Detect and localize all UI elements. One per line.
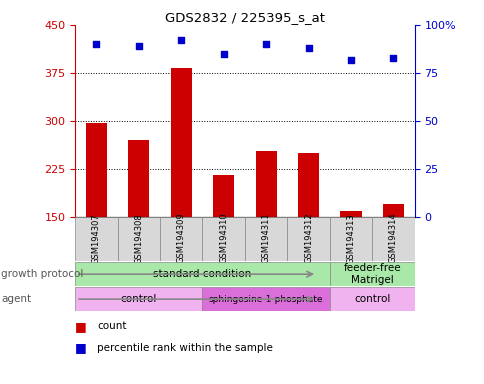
Bar bbox=[372, 217, 414, 261]
Point bbox=[177, 37, 185, 43]
Point bbox=[304, 45, 312, 51]
Bar bbox=[202, 217, 244, 261]
Text: ■: ■ bbox=[75, 320, 87, 333]
Bar bbox=[75, 262, 329, 286]
Point bbox=[262, 41, 270, 47]
Text: GSM194314: GSM194314 bbox=[388, 213, 397, 263]
Bar bbox=[75, 217, 117, 261]
Point bbox=[389, 55, 396, 61]
Point bbox=[347, 56, 354, 63]
Text: sphingosine-1-phosphate: sphingosine-1-phosphate bbox=[209, 295, 323, 304]
Bar bbox=[117, 217, 160, 261]
Text: feeder-free
Matrigel: feeder-free Matrigel bbox=[343, 263, 400, 285]
Bar bbox=[329, 262, 414, 286]
Point bbox=[92, 41, 100, 47]
Text: agent: agent bbox=[1, 294, 31, 304]
Bar bbox=[128, 140, 149, 217]
Bar bbox=[340, 210, 361, 217]
Bar bbox=[287, 217, 329, 261]
Text: GSM194311: GSM194311 bbox=[261, 213, 270, 263]
Text: GSM194308: GSM194308 bbox=[134, 213, 143, 263]
Bar bbox=[202, 287, 329, 311]
Title: GDS2832 / 225395_s_at: GDS2832 / 225395_s_at bbox=[165, 11, 324, 24]
Bar bbox=[244, 217, 287, 261]
Bar bbox=[255, 151, 276, 217]
Text: GSM194307: GSM194307 bbox=[91, 213, 101, 263]
Point bbox=[135, 43, 142, 49]
Text: GSM194312: GSM194312 bbox=[303, 213, 313, 263]
Bar bbox=[382, 204, 403, 217]
Bar bbox=[329, 217, 372, 261]
Text: GSM194310: GSM194310 bbox=[219, 213, 228, 263]
Bar bbox=[297, 153, 318, 217]
Bar bbox=[212, 175, 234, 217]
Text: GSM194313: GSM194313 bbox=[346, 213, 355, 263]
Text: growth protocol: growth protocol bbox=[1, 269, 83, 279]
Bar bbox=[86, 123, 107, 217]
Text: ■: ■ bbox=[75, 341, 87, 354]
Text: GSM194309: GSM194309 bbox=[176, 213, 185, 263]
Text: count: count bbox=[97, 321, 126, 331]
Bar bbox=[329, 287, 414, 311]
Text: standard condition: standard condition bbox=[153, 269, 251, 279]
Text: percentile rank within the sample: percentile rank within the sample bbox=[97, 343, 272, 353]
Text: control: control bbox=[353, 294, 390, 304]
Text: control: control bbox=[121, 294, 157, 304]
Bar bbox=[170, 68, 192, 217]
Bar bbox=[160, 217, 202, 261]
Bar bbox=[75, 287, 202, 311]
Point bbox=[219, 51, 227, 57]
